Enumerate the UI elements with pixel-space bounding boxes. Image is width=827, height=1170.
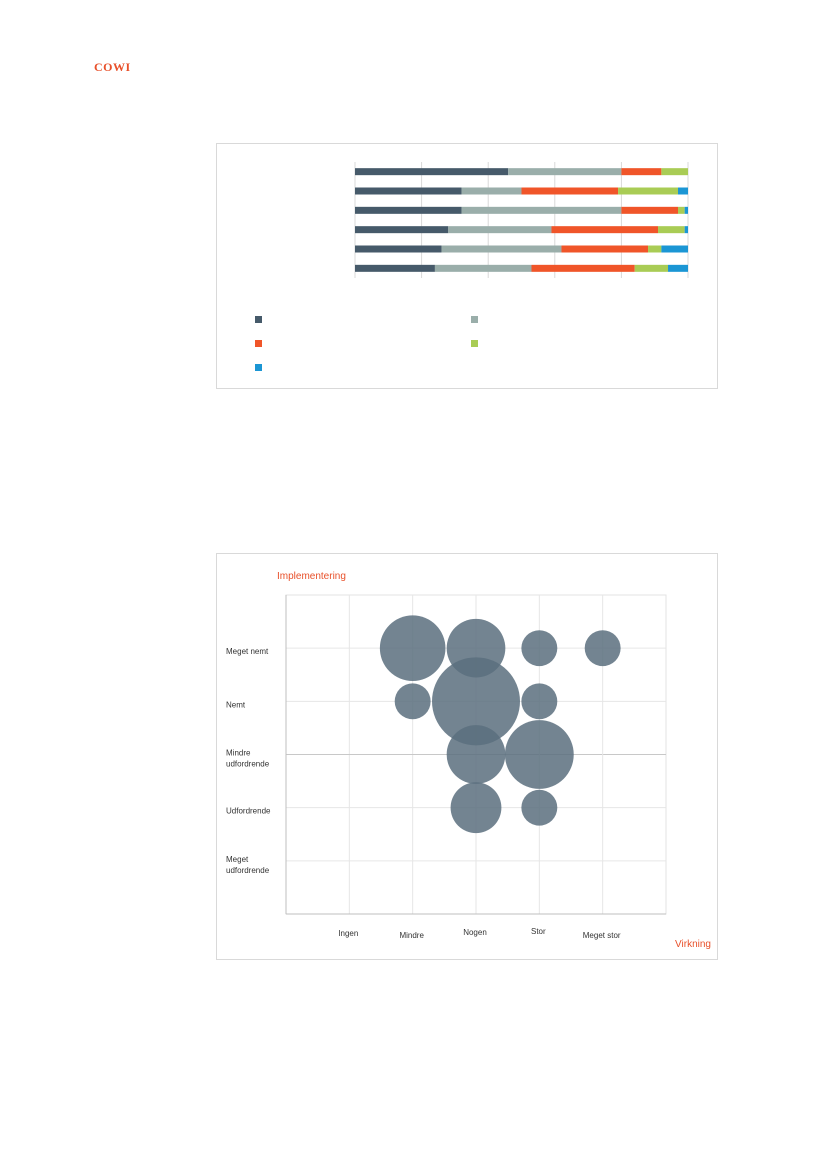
legend-swatch — [255, 316, 262, 323]
bubble-chart-panel: Implementering Virkning Ingen Mindre Nogen… — [216, 553, 718, 960]
bar-segment — [684, 226, 688, 234]
bubble — [379, 615, 446, 681]
x-tick-label: Ingen — [338, 929, 358, 938]
x-tick-label: Meget stor — [583, 931, 621, 940]
bubble — [521, 630, 558, 667]
bar-segment — [355, 168, 509, 176]
bubble-chart-title: Implementering — [277, 571, 346, 582]
y-tick-label: Meget nemt — [226, 647, 269, 656]
bar-segment — [668, 264, 688, 272]
bubble — [432, 657, 520, 746]
bar-segment — [661, 168, 688, 176]
bar-segment — [658, 226, 685, 234]
bar-segment — [355, 206, 462, 214]
bar-segment — [648, 245, 662, 253]
bar-segment — [434, 264, 532, 272]
bar-segment — [355, 226, 449, 234]
bar-segment — [661, 245, 688, 253]
legend-swatch — [255, 364, 262, 371]
bar-segment — [551, 226, 659, 234]
legend-swatch — [471, 340, 478, 347]
bar-segment — [621, 168, 662, 176]
bubble — [450, 782, 502, 834]
legend-swatch — [255, 340, 262, 347]
stacked-bar-chart-panel — [216, 143, 718, 389]
bar-segment — [634, 264, 669, 272]
bubble — [446, 725, 506, 784]
stacked-bar-chart — [255, 162, 689, 371]
bubble-chart: Implementering Virkning Ingen Mindre Nogen… — [226, 571, 711, 950]
y-tick-label: Mindre udfordrende — [226, 749, 270, 769]
bar-segment — [521, 187, 619, 195]
bubble — [584, 630, 621, 667]
y-tick-label: Udfordrende — [226, 807, 271, 816]
x-tick-label: Mindre — [399, 931, 424, 940]
bar-segment — [355, 245, 442, 253]
bar-segment — [461, 206, 622, 214]
bar-segment — [355, 264, 435, 272]
bubble — [521, 683, 558, 720]
bar-segment — [684, 206, 688, 214]
bubble — [394, 683, 431, 720]
bar-segment — [448, 226, 552, 234]
bar-segment — [355, 187, 462, 195]
y-tick-label: Nemt — [226, 700, 246, 709]
company-logo: COWI — [94, 60, 131, 74]
x-tick-label: Stor — [531, 927, 546, 936]
bar-segment — [678, 206, 685, 214]
bar-segment — [618, 187, 679, 195]
bar-segment — [621, 206, 679, 214]
bubble — [504, 720, 574, 789]
bar-segment — [461, 187, 522, 195]
legend-swatch — [471, 316, 478, 323]
bar-segment — [508, 168, 622, 176]
y-tick-label: Meget udfordrende — [226, 855, 270, 875]
bubble-chart-x-axis-label: Virkning — [675, 939, 711, 950]
x-tick-label: Nogen — [463, 928, 487, 937]
bar-segment — [441, 245, 562, 253]
bar-segment — [531, 264, 635, 272]
bar-segment — [678, 187, 688, 195]
bubble — [521, 789, 558, 826]
bar-segment — [561, 245, 649, 253]
